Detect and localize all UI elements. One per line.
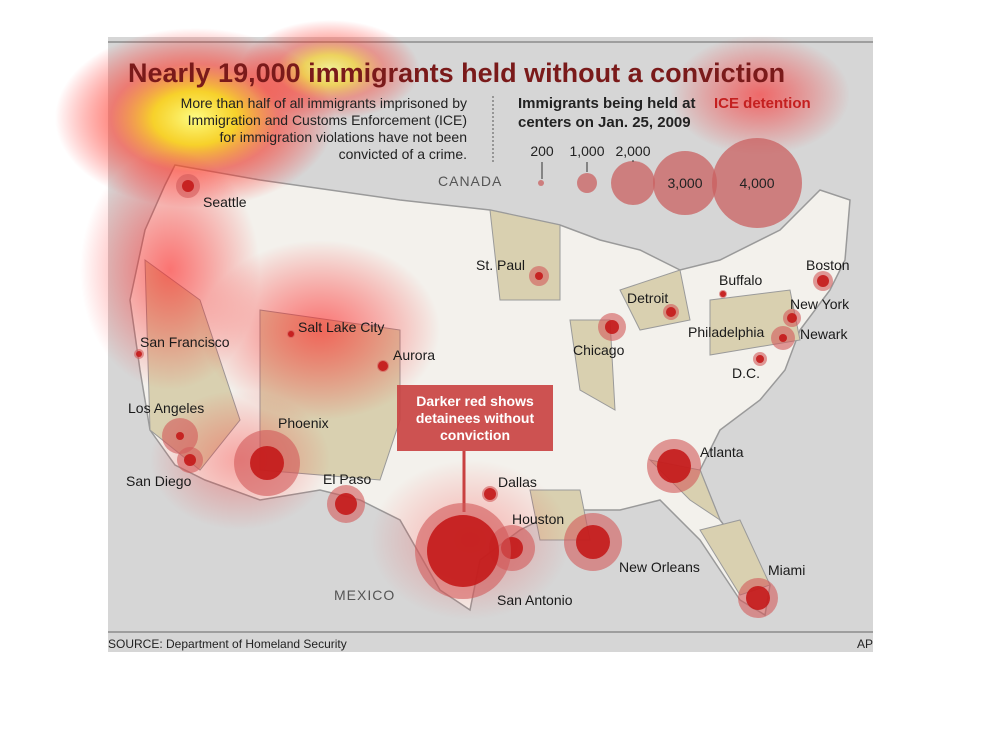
city-bubble-core <box>288 331 294 337</box>
legend-size-label: 200 <box>530 143 554 159</box>
intro-line: convicted of a crime. <box>339 146 467 162</box>
legend-title: Immigrants being held at <box>518 95 696 112</box>
city-label: Chicago <box>573 342 625 358</box>
city-bubble-core <box>176 432 184 440</box>
city-bubble-core <box>184 454 196 466</box>
city-bubble-core <box>576 525 610 559</box>
callout-text: detainees without <box>416 410 535 426</box>
title: Nearly 19,000 immigrants held without a … <box>128 58 785 88</box>
city-bubble-core <box>817 275 829 287</box>
city-label: Phoenix <box>278 415 329 431</box>
city-label: New Orleans <box>619 559 700 575</box>
city-bubble-core <box>378 361 388 371</box>
city-label: Aurora <box>393 347 435 363</box>
city-bubble-core <box>535 272 543 280</box>
city-bubble-core <box>427 515 499 587</box>
city-bubble-core <box>779 334 787 342</box>
source: SOURCE: Department of Homeland Security <box>108 637 347 651</box>
city-label: Detroit <box>627 290 668 306</box>
city-label: Atlanta <box>700 444 744 460</box>
city-label: Boston <box>806 257 850 273</box>
legend-bubble <box>611 161 655 205</box>
city-label: St. Paul <box>476 257 525 273</box>
city-label: D.C. <box>732 365 760 381</box>
callout-text: Darker red shows <box>416 393 534 409</box>
city-label: Dallas <box>498 474 537 490</box>
city-label: Buffalo <box>719 272 763 288</box>
city-bubble-core <box>335 493 357 515</box>
legend-bubble <box>577 173 597 193</box>
heat-blob <box>670 35 850 155</box>
city-bubble-core <box>720 291 726 297</box>
legend-bubble <box>712 138 802 228</box>
legend-bubble <box>653 151 717 215</box>
legend-size-label: 3,000 <box>667 175 702 191</box>
intro-line: for immigration violations have not been <box>220 129 467 145</box>
city-bubble-core <box>746 586 770 610</box>
city-label: San Diego <box>126 473 192 489</box>
city-label: Seattle <box>203 194 247 210</box>
city-bubble-core <box>605 320 619 334</box>
credit: AP <box>857 637 873 651</box>
city-label: Newark <box>800 326 848 342</box>
city-label: Miami <box>768 562 805 578</box>
city-bubble-core <box>756 355 764 363</box>
city-bubble-core <box>182 180 194 192</box>
city-label: New York <box>790 296 850 312</box>
city-bubble-core <box>657 449 691 483</box>
heat-blob <box>200 240 440 420</box>
city-label: Los Angeles <box>128 400 204 416</box>
city-label: Philadelphia <box>688 324 764 340</box>
intro-line: Immigration and Customs Enforcement (ICE… <box>188 112 467 128</box>
city-label: Salt Lake City <box>298 319 384 335</box>
legend-size-label: 1,000 <box>569 143 604 159</box>
city-bubble-core <box>787 313 797 323</box>
legend-size-label: 4,000 <box>739 175 774 191</box>
city-label: San Francisco <box>140 334 230 350</box>
callout-text: conviction <box>440 427 510 443</box>
city-bubble-core <box>250 446 284 480</box>
legend-bubble <box>538 180 544 186</box>
city-label: El Paso <box>323 471 371 487</box>
callout-box <box>397 385 553 451</box>
city-bubble-core <box>484 488 496 500</box>
legend-title-highlight: ICE detention <box>714 95 811 112</box>
city-label: San Antonio <box>497 592 573 608</box>
city-bubble-core <box>136 351 142 357</box>
city-bubble-core <box>666 307 676 317</box>
legend-size-label: 2,000 <box>615 143 650 159</box>
region-label: CANADA <box>438 173 502 189</box>
region-label: MEXICO <box>334 587 395 603</box>
heat-blob <box>240 20 420 120</box>
intro-line: More than half of all immigrants impriso… <box>181 95 467 111</box>
legend-title: centers on Jan. 25, 2009 <box>518 114 691 131</box>
heatmap <box>55 20 850 620</box>
city-label: Houston <box>512 511 564 527</box>
